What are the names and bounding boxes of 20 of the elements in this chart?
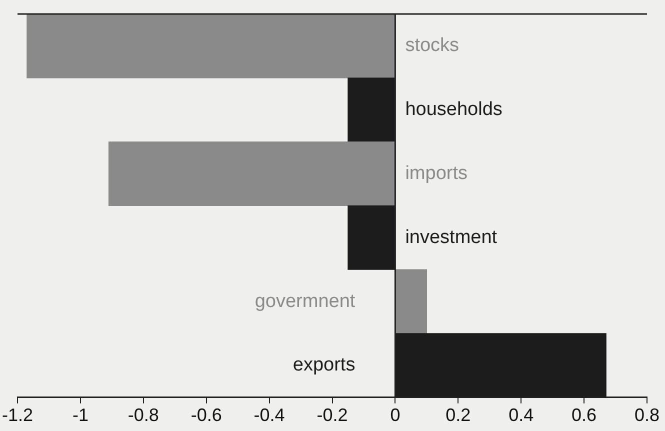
x-tick-label: -0.6 xyxy=(190,405,222,426)
y-tick-label: imports xyxy=(405,162,468,184)
x-tick-label: -1 xyxy=(72,405,88,426)
x-tick-label: -0.8 xyxy=(128,405,159,426)
x-tick-label: -0.4 xyxy=(254,405,285,426)
y-tick-label: govermnent xyxy=(254,290,356,312)
y-tick-label: households xyxy=(405,99,502,120)
y-tick-label: exports xyxy=(292,354,356,376)
y-tick-label: investment xyxy=(405,226,498,248)
bar xyxy=(108,141,396,206)
x-tick-label: 0.6 xyxy=(572,405,597,426)
bar xyxy=(395,269,428,334)
x-tick-label: 0.4 xyxy=(508,405,534,426)
x-tick-label: -0.2 xyxy=(316,405,348,426)
x-tick-label: 0 xyxy=(390,405,400,426)
x-tick-label: 0.2 xyxy=(446,405,471,426)
bar xyxy=(26,14,396,78)
x-tick-label: 0.8 xyxy=(634,405,660,426)
y-tick-label: stocks xyxy=(405,35,460,56)
x-tick-label: -1.2 xyxy=(2,405,34,426)
